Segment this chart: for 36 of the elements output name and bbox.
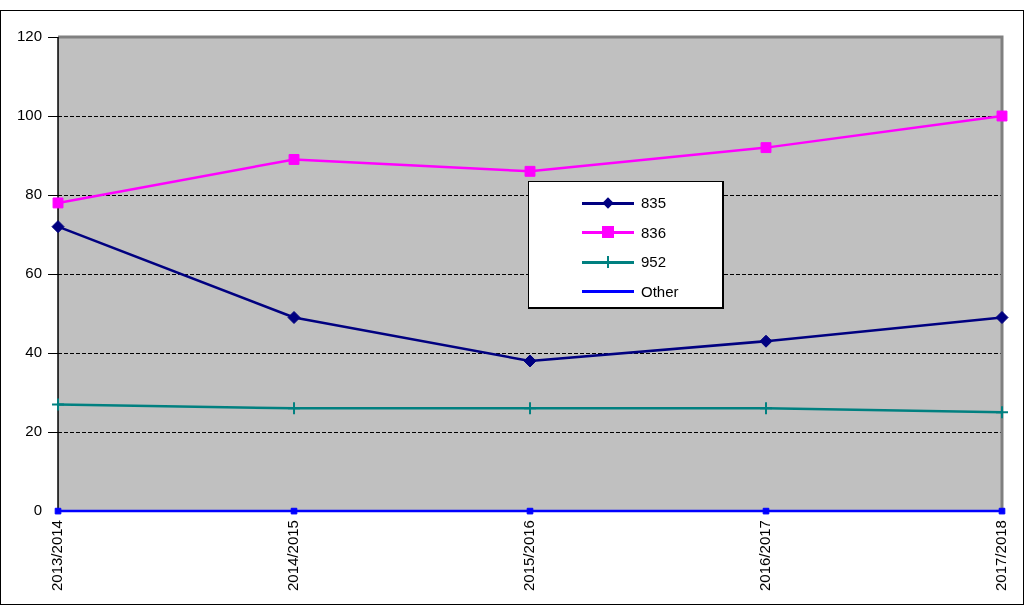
x-tick-label: 2013/2014	[48, 520, 66, 591]
y-tick-label: 20	[25, 422, 43, 440]
point	[52, 197, 64, 209]
point	[287, 401, 302, 416]
point	[995, 405, 1009, 420]
x-tick-label: 2017/2018	[992, 520, 1010, 591]
point	[51, 220, 65, 234]
point	[523, 401, 538, 416]
point	[759, 401, 774, 416]
point	[762, 507, 770, 515]
x-tick-label: 2015/2016	[520, 520, 538, 591]
point	[995, 311, 1009, 325]
legend-label: 836	[641, 223, 667, 241]
y-tick-label: 0	[33, 501, 43, 519]
point	[51, 397, 66, 412]
y-tick-label: 120	[17, 27, 43, 45]
y-tick-label: 60	[25, 264, 43, 282]
point	[288, 154, 300, 165]
point	[290, 507, 298, 515]
legend-label: Other	[641, 282, 679, 300]
x-tick-label: 2016/2017	[756, 520, 774, 591]
point	[523, 354, 537, 368]
y-tick-label: 100	[17, 106, 43, 124]
point	[526, 507, 534, 515]
y-tick-label: 40	[25, 343, 43, 361]
point	[54, 507, 62, 515]
point	[524, 165, 536, 177]
point	[996, 110, 1008, 122]
point	[287, 311, 301, 325]
point	[998, 507, 1006, 515]
point	[759, 334, 773, 348]
x-tick-label: 2014/2015	[284, 520, 302, 591]
y-tick-label: 80	[25, 185, 43, 203]
point	[760, 142, 772, 154]
legend-label: 952	[641, 253, 667, 271]
legend-label: 835	[641, 194, 667, 212]
